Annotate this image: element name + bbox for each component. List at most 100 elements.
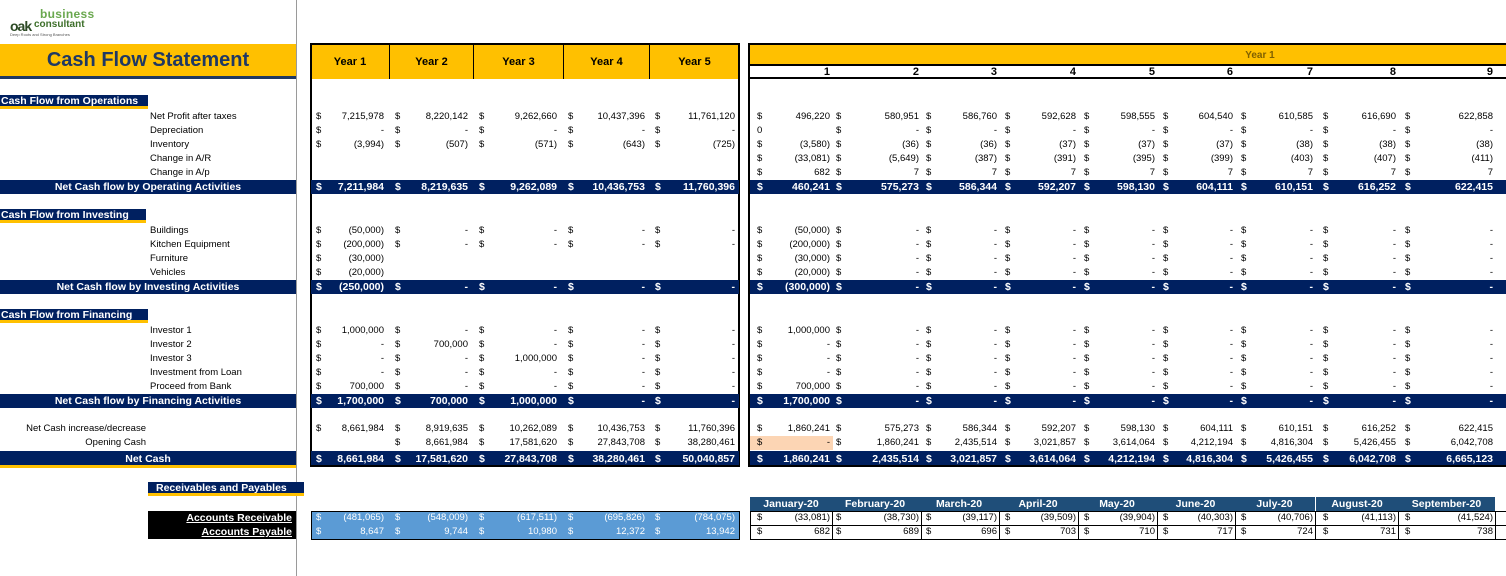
cell-vehicles-months-5[interactable]: $ - [1084, 266, 1155, 280]
cell-net-financing-months-6[interactable]: $ - [1163, 394, 1233, 408]
cell-bank-years-2[interactable]: $ - [395, 380, 468, 394]
cell-net-cash-months-8[interactable]: $6,042,708 [1323, 452, 1396, 466]
cell-accounts-payable-years-3[interactable]: $10,980 [479, 525, 557, 539]
cell-depreciation-years-2[interactable]: $ - [395, 124, 468, 138]
cell-change-ap-years-4[interactable] [568, 166, 645, 180]
year-header-4[interactable]: Year 4 [564, 44, 650, 79]
cell-net-profit-years-5[interactable]: $11,761,120 [655, 110, 735, 124]
cell-depreciation-years-3[interactable]: $ - [479, 124, 557, 138]
cell-vehicles-years-2[interactable] [395, 266, 468, 280]
cell-net-financing-months-9[interactable]: $ - [1405, 394, 1493, 408]
cell-buildings-years-5[interactable]: $ - [655, 224, 735, 238]
cell-furniture-months-8[interactable]: $ - [1323, 252, 1396, 266]
cell-accounts-payable-years-1[interactable]: $8,647 [316, 525, 384, 539]
cell-depreciation-months-6[interactable]: $ - [1163, 124, 1233, 138]
cell-net-financing-months-1[interactable]: $1,700,000 [757, 394, 830, 408]
cell-change-ap-months-9[interactable]: $7 [1405, 166, 1493, 180]
cell-furniture-months-4[interactable]: $ - [1005, 252, 1076, 266]
cell-net-operating-months-7[interactable]: $610,151 [1241, 180, 1313, 194]
cell-net-profit-months-3[interactable]: $586,760 [926, 110, 997, 124]
cell-change-ar-months-5[interactable]: $ (395) [1084, 152, 1155, 166]
cell-accounts-receivable-months-7[interactable]: $ (40,706) [1241, 511, 1313, 525]
cell-net-profit-months-9[interactable]: $622,858 [1405, 110, 1493, 124]
cell-buildings-years-3[interactable]: $ - [479, 224, 557, 238]
cell-net-cash-months-7[interactable]: $5,426,455 [1241, 452, 1313, 466]
cell-vehicles-months-9[interactable]: $ - [1405, 266, 1493, 280]
cell-investor2-years-1[interactable]: $ - [316, 338, 384, 352]
cell-buildings-years-4[interactable]: $ - [568, 224, 645, 238]
cell-net-investing-months-7[interactable]: $ - [1241, 280, 1313, 294]
cell-investor2-months-2[interactable]: $ - [836, 338, 919, 352]
cell-accounts-payable-years-5[interactable]: $13,942 [655, 525, 735, 539]
cell-net-investing-years-4[interactable]: $ - [568, 280, 645, 294]
cell-net-financing-months-7[interactable]: $ - [1241, 394, 1313, 408]
cell-change-ap-months-1[interactable]: $682 [757, 166, 830, 180]
cell-accounts-payable-months-1[interactable]: $682 [757, 525, 830, 539]
cell-change-ap-years-5[interactable] [655, 166, 735, 180]
cell-kitchen-months-4[interactable]: $ - [1005, 238, 1076, 252]
cell-buildings-months-5[interactable]: $ - [1084, 224, 1155, 238]
cell-change-ap-months-3[interactable]: $7 [926, 166, 997, 180]
cell-kitchen-months-6[interactable]: $ - [1163, 238, 1233, 252]
cell-vehicles-years-4[interactable] [568, 266, 645, 280]
cell-net-operating-years-3[interactable]: $9,262,089 [479, 180, 557, 194]
cell-net-cash-months-2[interactable]: $2,435,514 [836, 452, 919, 466]
cell-buildings-months-4[interactable]: $ - [1005, 224, 1076, 238]
cell-vehicles-months-8[interactable]: $ - [1323, 266, 1396, 280]
cell-net-investing-months-5[interactable]: $ - [1084, 280, 1155, 294]
cell-accounts-receivable-months-6[interactable]: $ (40,303) [1163, 511, 1233, 525]
cell-net-change-months-3[interactable]: $586,344 [926, 422, 997, 436]
cell-loan-years-2[interactable]: $ - [395, 366, 468, 380]
cell-change-ar-years-1[interactable] [316, 152, 384, 166]
cell-loan-years-3[interactable]: $ - [479, 366, 557, 380]
cell-buildings-years-1[interactable]: $ (50,000) [316, 224, 384, 238]
cell-opening-years-5[interactable]: $38,280,461 [655, 436, 735, 450]
cell-vehicles-months-4[interactable]: $ - [1005, 266, 1076, 280]
cell-bank-months-4[interactable]: $ - [1005, 380, 1076, 394]
cell-net-investing-years-2[interactable]: $ - [395, 280, 468, 294]
cell-investor1-months-6[interactable]: $ - [1163, 324, 1233, 338]
cell-net-operating-months-1[interactable]: $460,241 [757, 180, 830, 194]
cell-investor1-years-3[interactable]: $ - [479, 324, 557, 338]
cell-bank-years-5[interactable]: $ - [655, 380, 735, 394]
cell-accounts-receivable-months-4[interactable]: $ (39,509) [1005, 511, 1076, 525]
cell-net-cash-months-9[interactable]: $6,665,123 [1405, 452, 1493, 466]
cell-investor3-months-1[interactable]: $ - [757, 352, 830, 366]
cell-investor3-years-1[interactable]: $ - [316, 352, 384, 366]
cell-loan-years-4[interactable]: $ - [568, 366, 645, 380]
cell-bank-months-2[interactable]: $ - [836, 380, 919, 394]
cell-net-financing-years-3[interactable]: $1,000,000 [479, 394, 557, 408]
cell-buildings-months-8[interactable]: $ - [1323, 224, 1396, 238]
cell-depreciation-months-3[interactable]: $ - [926, 124, 997, 138]
cell-depreciation-months-9[interactable]: $ - [1405, 124, 1493, 138]
cell-accounts-payable-months-4[interactable]: $703 [1005, 525, 1076, 539]
cell-loan-months-3[interactable]: $ - [926, 366, 997, 380]
cell-change-ap-months-8[interactable]: $7 [1323, 166, 1396, 180]
cell-investor3-months-6[interactable]: $ - [1163, 352, 1233, 366]
cell-investor3-years-4[interactable]: $ - [568, 352, 645, 366]
cell-opening-years-4[interactable]: $27,843,708 [568, 436, 645, 450]
cell-investor2-years-4[interactable]: $ - [568, 338, 645, 352]
cell-net-change-months-5[interactable]: $598,130 [1084, 422, 1155, 436]
cell-net-investing-months-8[interactable]: $ - [1323, 280, 1396, 294]
cell-net-change-years-2[interactable]: $8,919,635 [395, 422, 468, 436]
cell-inventory-months-9[interactable]: $ (38) [1405, 138, 1493, 152]
cell-inventory-months-3[interactable]: $ (36) [926, 138, 997, 152]
cell-accounts-receivable-months-5[interactable]: $ (39,904) [1084, 511, 1155, 525]
cell-investor1-years-2[interactable]: $ - [395, 324, 468, 338]
cell-vehicles-years-1[interactable]: $ (20,000) [316, 266, 384, 280]
cell-net-profit-years-4[interactable]: $10,437,396 [568, 110, 645, 124]
cell-investor3-months-2[interactable]: $ - [836, 352, 919, 366]
cell-accounts-payable-months-2[interactable]: $689 [836, 525, 919, 539]
cell-net-profit-months-7[interactable]: $610,585 [1241, 110, 1313, 124]
cell-investor3-years-3[interactable]: $1,000,000 [479, 352, 557, 366]
cell-net-financing-years-4[interactable]: $ - [568, 394, 645, 408]
cell-net-operating-months-3[interactable]: $586,344 [926, 180, 997, 194]
cell-kitchen-years-4[interactable]: $ - [568, 238, 645, 252]
cell-kitchen-months-5[interactable]: $ - [1084, 238, 1155, 252]
cell-accounts-receivable-years-1[interactable]: $ (481,065) [316, 511, 384, 525]
cell-vehicles-years-3[interactable] [479, 266, 557, 280]
cell-buildings-months-6[interactable]: $ - [1163, 224, 1233, 238]
cell-kitchen-years-2[interactable]: $ - [395, 238, 468, 252]
cell-accounts-payable-months-5[interactable]: $710 [1084, 525, 1155, 539]
